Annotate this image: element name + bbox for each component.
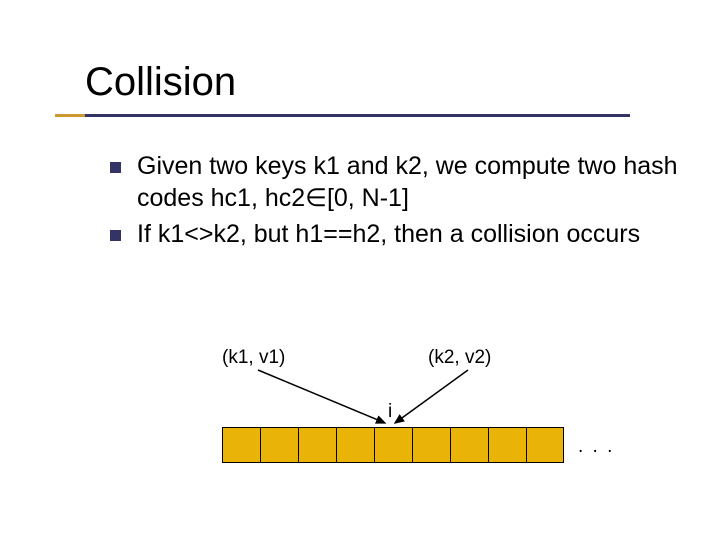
array-cell [222, 427, 260, 463]
array-cell [374, 427, 412, 463]
bullet-icon [110, 162, 121, 173]
list-item: If k1<>k2, but h1==h2, then a collision … [110, 218, 680, 250]
tuple-label-right: (k2, v2) [428, 347, 491, 369]
array-cell [526, 427, 564, 463]
slide-title: Collision [85, 60, 236, 105]
hash-array [222, 427, 564, 463]
array-cell [488, 427, 526, 463]
bullet-icon [110, 230, 121, 241]
arrow-right [395, 370, 468, 423]
array-cell [298, 427, 336, 463]
list-item: Given two keys k1 and k2, we compute two… [110, 150, 680, 214]
arrow-left [258, 370, 385, 423]
title-underline-accent [55, 114, 85, 117]
bullet-text: If k1<>k2, but h1==h2, then a collision … [137, 218, 640, 250]
collision-arrows [220, 360, 540, 435]
ellipsis: . . . [578, 436, 614, 458]
array-cell [412, 427, 450, 463]
bullet-text: Given two keys k1 and k2, we compute two… [137, 150, 680, 214]
tuple-label-left: (k1, v1) [222, 347, 285, 369]
title-underline [55, 114, 630, 117]
array-cell [450, 427, 488, 463]
array-cell [260, 427, 298, 463]
array-cell [336, 427, 374, 463]
bullet-list: Given two keys k1 and k2, we compute two… [110, 150, 680, 254]
index-label: i [388, 401, 392, 423]
